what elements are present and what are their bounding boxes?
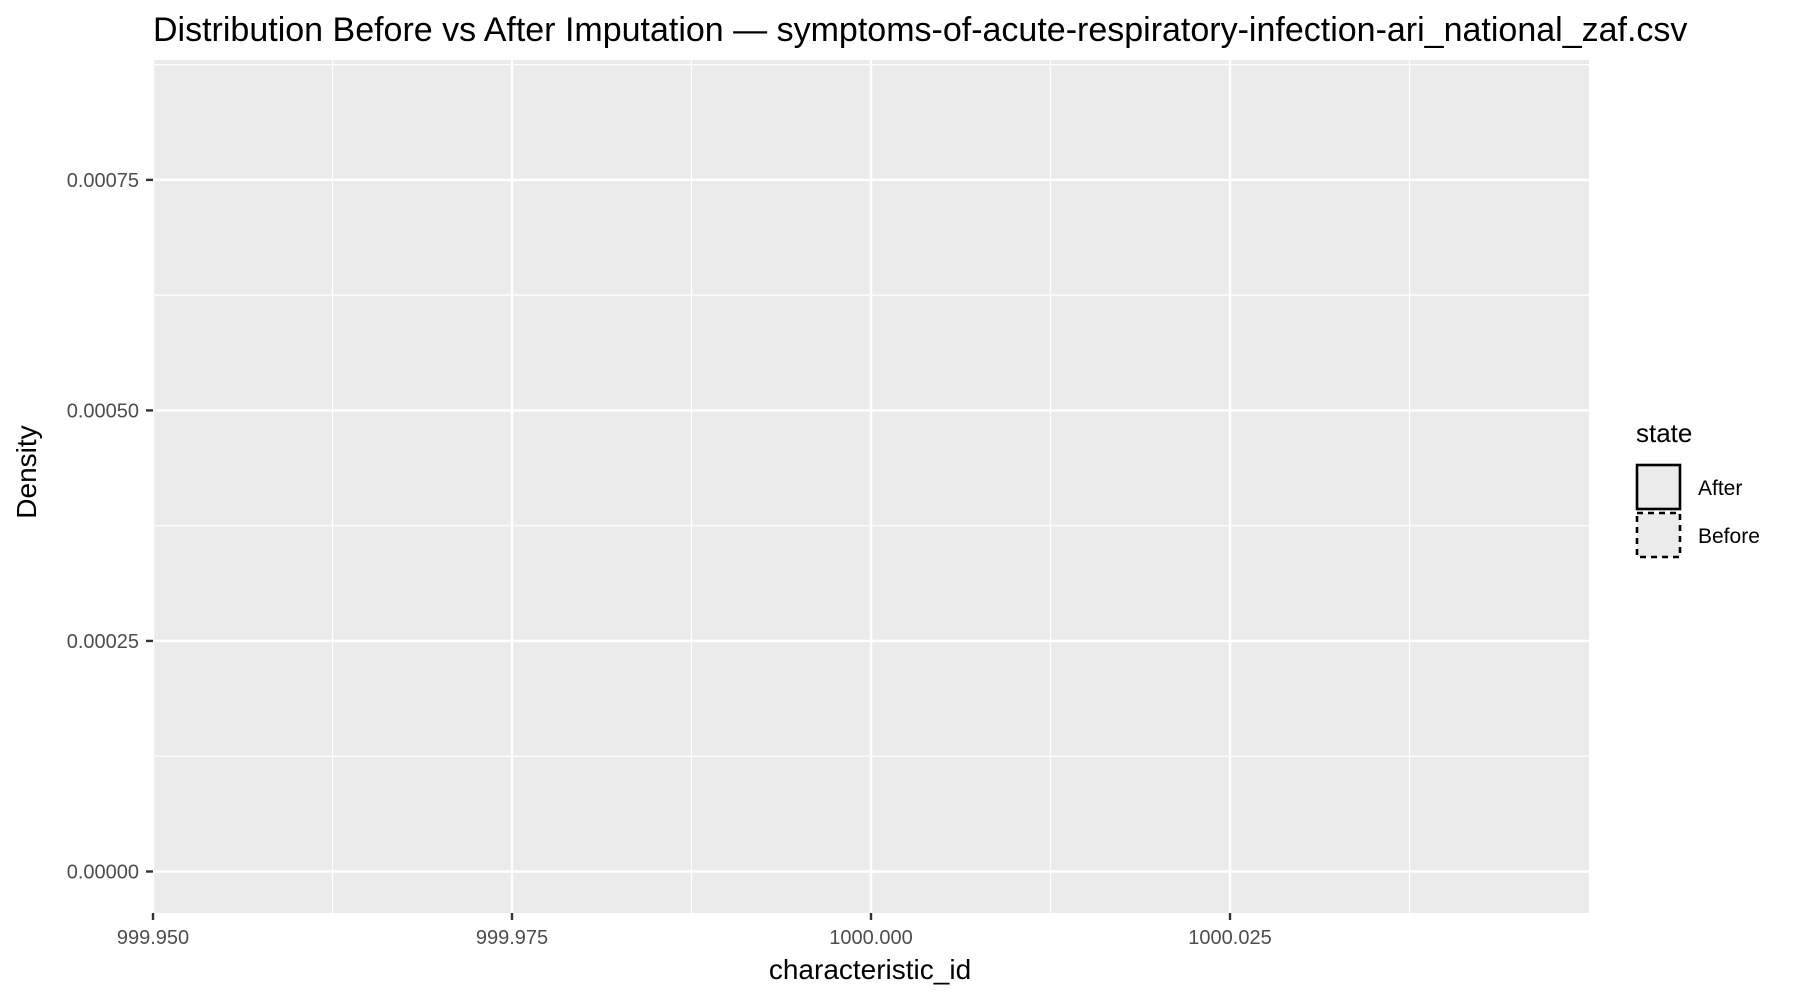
major-gridlines xyxy=(151,60,1589,913)
y-tick-label: 0.00050 xyxy=(67,400,139,422)
legend-label-after: After xyxy=(1698,477,1742,500)
chart-title: Distribution Before vs After Imputation … xyxy=(153,11,1687,49)
y-tick-label: 0.00000 xyxy=(67,862,139,884)
legend-key-after xyxy=(1635,463,1682,511)
legend-label-before: Before xyxy=(1698,525,1760,548)
y-axis-title: Density xyxy=(11,425,42,518)
x-tick-label: 999.975 xyxy=(476,927,548,949)
legend: state After Before xyxy=(1635,418,1760,559)
y-tick-label: 0.00075 xyxy=(67,170,139,192)
x-axis: 999.950 999.975 1000.000 1000.025 xyxy=(117,913,1272,949)
x-axis-title: characteristic_id xyxy=(769,954,971,985)
y-tick-label: 0.00025 xyxy=(67,631,139,653)
x-tick-label: 1000.000 xyxy=(829,927,912,949)
x-tick-label: 1000.025 xyxy=(1188,927,1271,949)
legend-key-before xyxy=(1635,511,1682,559)
x-tick-label: 999.950 xyxy=(117,927,189,949)
y-axis: 0.00000 0.00025 0.00050 0.00075 xyxy=(67,170,153,884)
plot-panel xyxy=(151,60,1589,913)
legend-title: state xyxy=(1636,418,1692,448)
legend-items: After Before xyxy=(1635,463,1760,559)
